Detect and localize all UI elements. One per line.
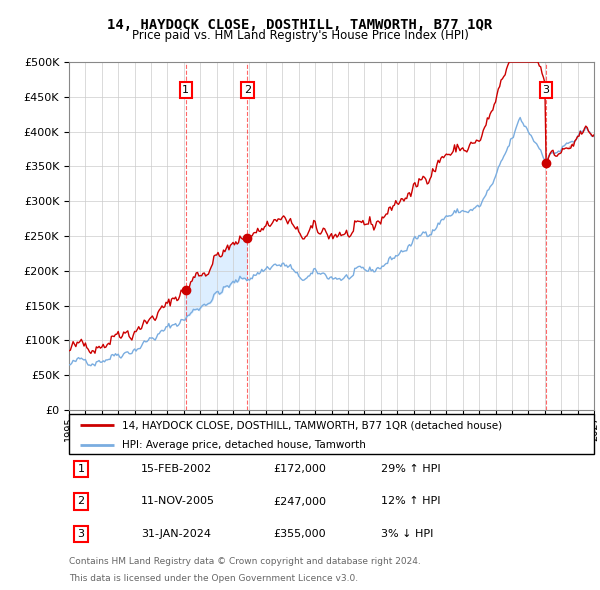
Text: 29% ↑ HPI: 29% ↑ HPI (381, 464, 440, 474)
Text: 14, HAYDOCK CLOSE, DOSTHILL, TAMWORTH, B77 1QR: 14, HAYDOCK CLOSE, DOSTHILL, TAMWORTH, B… (107, 18, 493, 32)
Text: Contains HM Land Registry data © Crown copyright and database right 2024.: Contains HM Land Registry data © Crown c… (69, 558, 421, 566)
Text: 31-JAN-2024: 31-JAN-2024 (141, 529, 211, 539)
Text: 15-FEB-2002: 15-FEB-2002 (141, 464, 212, 474)
Text: 3: 3 (542, 85, 550, 95)
Text: Price paid vs. HM Land Registry's House Price Index (HPI): Price paid vs. HM Land Registry's House … (131, 30, 469, 42)
Text: 3% ↓ HPI: 3% ↓ HPI (381, 529, 433, 539)
Text: £355,000: £355,000 (273, 529, 326, 539)
Text: This data is licensed under the Open Government Licence v3.0.: This data is licensed under the Open Gov… (69, 574, 358, 583)
Text: HPI: Average price, detached house, Tamworth: HPI: Average price, detached house, Tamw… (121, 441, 365, 451)
Text: £247,000: £247,000 (273, 497, 326, 506)
Text: 11-NOV-2005: 11-NOV-2005 (141, 497, 215, 506)
Text: 12% ↑ HPI: 12% ↑ HPI (381, 497, 440, 506)
Text: 2: 2 (77, 497, 85, 506)
Text: 1: 1 (182, 85, 190, 95)
Text: 1: 1 (77, 464, 85, 474)
Text: 3: 3 (77, 529, 85, 539)
Text: £172,000: £172,000 (273, 464, 326, 474)
Text: 14, HAYDOCK CLOSE, DOSTHILL, TAMWORTH, B77 1QR (detached house): 14, HAYDOCK CLOSE, DOSTHILL, TAMWORTH, B… (121, 421, 502, 431)
Text: 2: 2 (244, 85, 251, 95)
